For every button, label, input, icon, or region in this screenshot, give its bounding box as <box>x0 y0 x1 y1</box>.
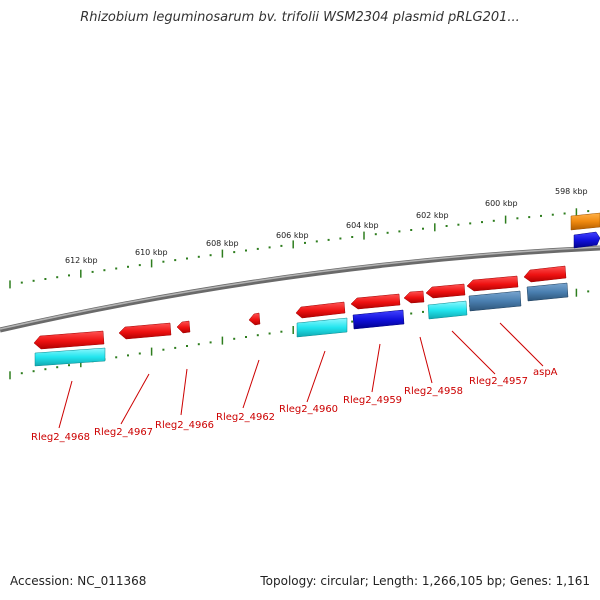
gene-arrow-red[interactable] <box>425 283 466 299</box>
kbp-label-602: 602 kbp <box>416 211 449 220</box>
accession-text: Accession: NC_011368 <box>10 574 147 588</box>
gene-box-blue[interactable] <box>573 231 600 249</box>
gene-box-orange[interactable] <box>570 212 600 231</box>
gene-label-rleg2-4959[interactable]: Rleg2_4959 <box>343 395 402 406</box>
map-title: Rhizobium leguminosarum bv. trifolii WSM… <box>80 10 520 25</box>
gene-label-rleg2-4966[interactable]: Rleg2_4966 <box>155 420 214 431</box>
gene-arrow-red[interactable] <box>118 322 172 340</box>
gene-arrow-red[interactable] <box>523 265 567 283</box>
kbp-label-598: 598 kbp <box>555 187 588 196</box>
kbp-label-604: 604 kbp <box>346 221 379 230</box>
gene-arrow-red[interactable] <box>176 320 191 334</box>
gene-label-rleg2-4958[interactable]: Rleg2_4958 <box>404 386 463 397</box>
gene-track-outer <box>33 212 600 350</box>
gene-label-rleg2-4968[interactable]: Rleg2_4968 <box>31 432 90 443</box>
gene-arrow-red[interactable] <box>403 290 425 304</box>
gene-box-cyan[interactable] <box>34 347 106 367</box>
gene-label-aspa[interactable]: aspA <box>533 367 558 378</box>
gene-box-steel[interactable] <box>468 290 522 312</box>
gene-box-blue[interactable] <box>352 309 405 330</box>
upper-tick-ring <box>9 208 590 289</box>
topology-summary: Topology: circular; Length: 1,266,105 bp… <box>260 574 590 588</box>
label-leaders <box>58 322 544 429</box>
gene-track-inner <box>34 282 569 367</box>
kbp-label-600: 600 kbp <box>485 199 518 208</box>
gene-label-rleg2-4960[interactable]: Rleg2_4960 <box>279 404 338 415</box>
gene-box-cyan[interactable] <box>296 317 348 338</box>
gene-box-cyan[interactable] <box>427 300 468 320</box>
plasmid-backbone <box>0 245 600 333</box>
gene-label-rleg2-4962[interactable]: Rleg2_4962 <box>216 412 275 423</box>
gene-label-rleg2-4957[interactable]: Rleg2_4957 <box>469 376 528 387</box>
gene-box-steel[interactable] <box>526 282 569 302</box>
gene-arrow-red[interactable] <box>295 301 346 319</box>
kbp-label-608: 608 kbp <box>206 239 239 248</box>
gene-arrow-red[interactable] <box>466 275 519 292</box>
plasmid-backbone-highlight <box>0 246 600 330</box>
kbp-label-606: 606 kbp <box>276 231 309 240</box>
gene-arrow-red[interactable] <box>33 330 105 350</box>
kbp-label-610: 610 kbp <box>135 248 168 257</box>
gene-arrow-red[interactable] <box>350 293 401 310</box>
gene-label-rleg2-4967[interactable]: Rleg2_4967 <box>94 427 153 438</box>
kbp-label-612: 612 kbp <box>65 256 98 265</box>
gene-arrow-red[interactable] <box>248 312 261 326</box>
